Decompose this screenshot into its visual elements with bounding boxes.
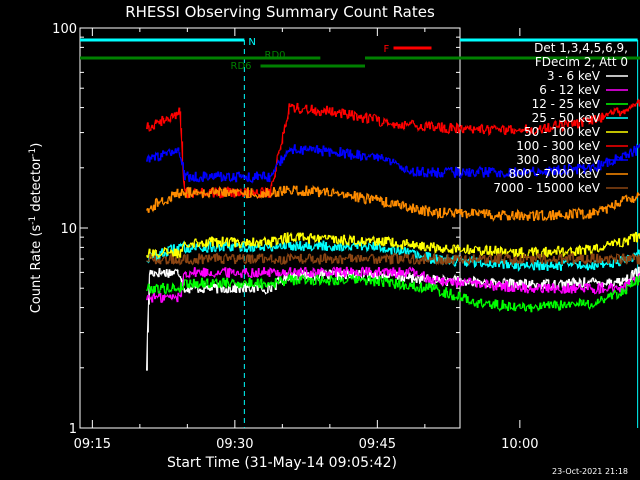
series-line-8 (146, 251, 640, 267)
legend-label: 3 - 6 keV (547, 69, 601, 83)
plot-frame (79, 27, 461, 429)
series-line-6 (146, 143, 640, 184)
x-tick-label: 10:00 (501, 437, 538, 452)
y-label-sup1: -1 (28, 216, 38, 225)
chart-title: RHESSI Observing Summary Count Rates (125, 3, 435, 21)
series-line-7 (146, 184, 640, 222)
series-line-2 (146, 273, 640, 313)
flare-label: F (384, 44, 390, 55)
y-tick-label: 1 (69, 422, 77, 437)
series-line-1 (146, 266, 640, 304)
y-tick-label: 10 (60, 222, 77, 237)
y-axis: 1 10 100 (52, 22, 460, 437)
x-tick-label: 09:15 (74, 437, 111, 452)
y-label-main: Count Rate (s (29, 225, 44, 314)
legend-label: 25 - 50 keV (532, 111, 601, 125)
y-tick-label: 100 (52, 22, 77, 37)
legend-label: 800 - 7000 keV (509, 167, 601, 181)
rd0-label: RD0 (265, 50, 286, 61)
legend-label: 100 - 300 keV (516, 139, 600, 153)
series-line-5 (146, 98, 640, 199)
legend-header-line2: FDecim 2, Att 0 (535, 55, 628, 69)
date-stamp: 23-Oct-2021 21:18 (552, 467, 628, 476)
y-label-mid: detector (29, 156, 44, 216)
y-label-end: ) (29, 143, 44, 148)
series-line-3 (146, 240, 640, 273)
saa-label: N (248, 37, 255, 48)
flag-markers: N F RD0 RD6 (80, 37, 640, 428)
y-label-sup2: -1 (28, 148, 38, 157)
legend-label: 300 - 800 keV (516, 153, 600, 167)
legend-label: 50 - 100 keV (524, 125, 601, 139)
legend-label: 12 - 25 keV (532, 97, 601, 111)
x-axis-label: Start Time (31-May-14 09:05:42) (167, 455, 397, 471)
series-group (146, 98, 640, 371)
x-tick-label: 09:45 (359, 437, 396, 452)
x-tick-label: 09:30 (216, 437, 253, 452)
rd6-label: RD6 (231, 61, 252, 72)
legend-label: 6 - 12 keV (539, 83, 601, 97)
legend-label: 7000 - 15000 keV (493, 181, 600, 195)
legend-header-line1: Det 1,3,4,5,6,9, (534, 41, 628, 55)
y-axis-label: Count Rate (s-1 detector-1) (28, 143, 44, 314)
